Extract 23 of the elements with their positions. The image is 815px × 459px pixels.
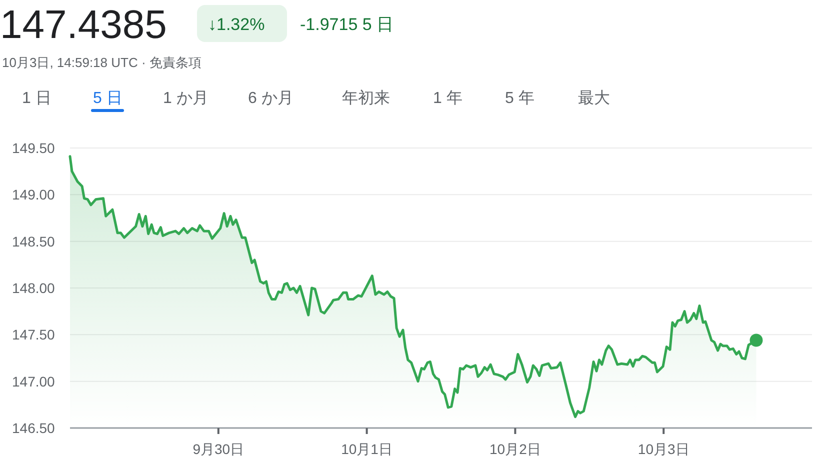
text: 年初来 — [342, 89, 390, 107]
chart-title: 147.4385 — [0, 3, 167, 47]
text: 1 か月 — [163, 90, 208, 107]
x-tick-label: 10月3日 — [638, 441, 690, 457]
text: 10月3日, 14:59:18 UTC · 免責条項 — [2, 55, 202, 70]
text: 6 か月 — [248, 90, 294, 107]
text: 1 日 — [22, 90, 52, 107]
text: 最大 — [578, 89, 610, 107]
y-tick-label: 148.50 — [12, 233, 56, 250]
y-tick-label: 147.00 — [12, 373, 56, 390]
text: 5 日 — [93, 90, 122, 107]
x-tick-label: 10月2日 — [490, 441, 541, 457]
y-tick-label: 149.50 — [12, 140, 56, 156]
y-tick-label: 147.50 — [12, 326, 56, 343]
y-tick-label: 148.00 — [12, 280, 56, 296]
text: 5 年 — [505, 90, 534, 107]
text: 1 年 — [433, 90, 462, 107]
y-tick-label: 146.50 — [12, 420, 56, 436]
y-tick-label: 149.00 — [12, 186, 56, 203]
text: ↓1.32% — [208, 15, 265, 34]
text: -1.9715 5 日 — [300, 15, 394, 34]
x-tick-label: 10月1日 — [341, 441, 392, 457]
x-tick-label: 9月30日 — [192, 441, 244, 457]
